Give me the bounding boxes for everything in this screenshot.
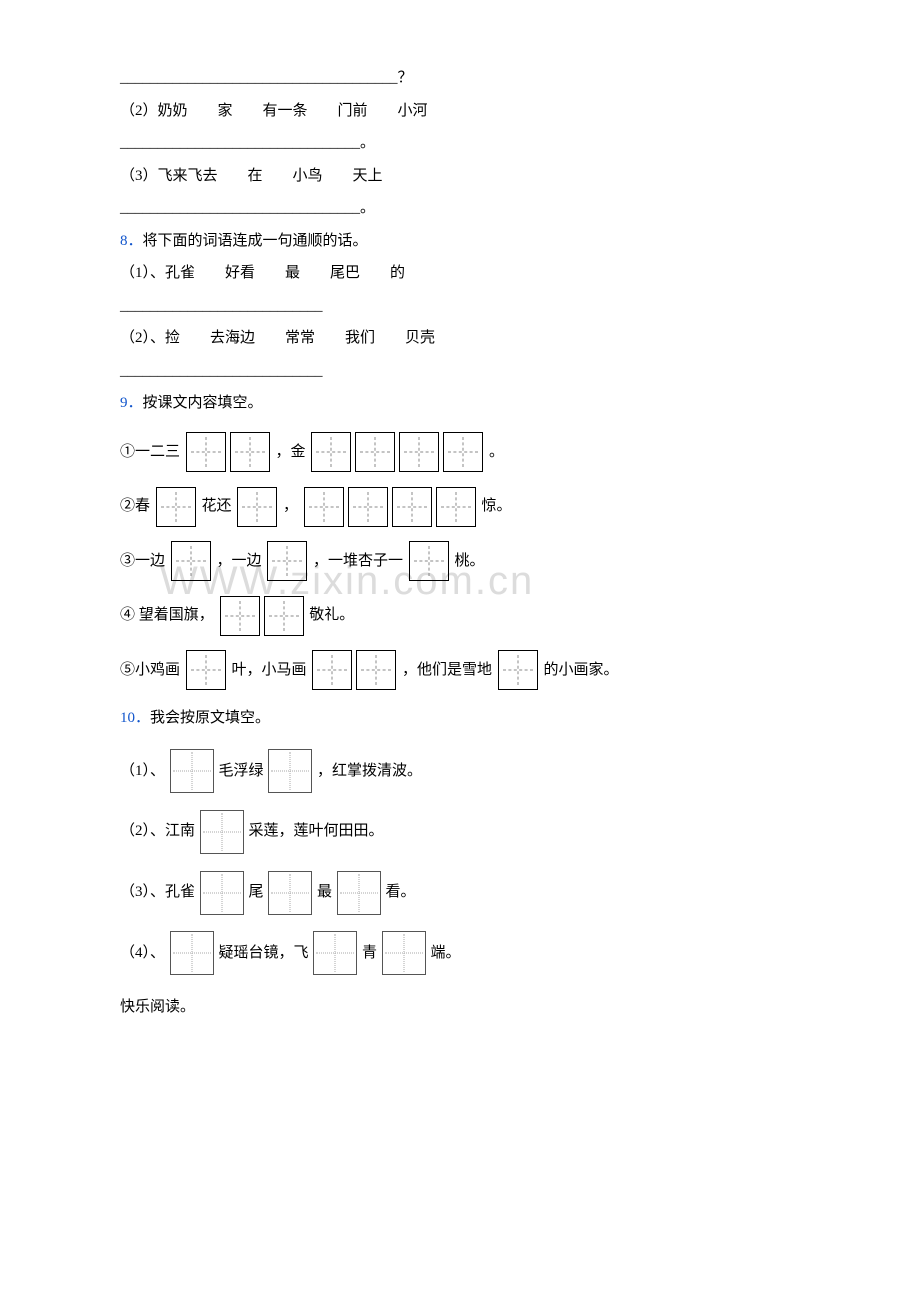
write-box[interactable] (268, 749, 312, 793)
text: （1）、 (120, 763, 165, 779)
text: ⑤小鸡画 (120, 662, 180, 678)
text: 青 (362, 945, 377, 961)
text: 花还 (202, 498, 232, 514)
text: 最 (317, 884, 332, 900)
write-box[interactable] (200, 871, 244, 915)
write-box[interactable] (156, 487, 196, 527)
footer-text: 快乐阅读。 (120, 993, 820, 1022)
write-box[interactable] (443, 432, 483, 472)
q-sub3-words: （3）飞来飞去 在 小鸟 天上 (120, 162, 820, 191)
text: 端。 (431, 945, 461, 961)
text: ②春 (120, 498, 150, 514)
q8: 8．将下面的词语连成一句通顺的话。 (120, 227, 820, 256)
text: ，红掌拨清波。 (317, 763, 422, 779)
text: 尾 (249, 884, 264, 900)
write-box[interactable] (312, 650, 352, 690)
q9-item1: ①一二三 ，金 。 (120, 432, 820, 473)
q9-stem: 按课文内容填空。 (143, 395, 263, 411)
q10-item2: （2）、江南 采莲，莲叶何田田。 (120, 809, 820, 854)
write-box[interactable] (237, 487, 277, 527)
write-box[interactable] (170, 749, 214, 793)
write-box[interactable] (392, 487, 432, 527)
text: ④ 望着国旗， (120, 607, 214, 623)
write-box[interactable] (409, 541, 449, 581)
text: 惊。 (482, 498, 512, 514)
q8-sub2: （2）、捡 去海边 常常 我们 贝壳 (120, 324, 820, 353)
text: 敬礼。 (309, 607, 354, 623)
q-sub2-words: （2）奶奶 家 有一条 门前 小河 (120, 97, 820, 126)
write-box[interactable] (304, 487, 344, 527)
text: ③一边 (120, 553, 165, 569)
q9: 9．按课文内容填空。 (120, 389, 820, 418)
write-box[interactable] (348, 487, 388, 527)
blank-line: ___________________________ (120, 292, 820, 321)
write-box[interactable] (268, 871, 312, 915)
q8-stem: 将下面的词语连成一句通顺的话。 (143, 233, 368, 249)
text: 。 (489, 444, 504, 460)
text: ， (283, 498, 298, 514)
q10-stem: 我会按原文填空。 (150, 710, 270, 726)
q10-item4: （4）、 疑瑶台镜，飞 青 端。 (120, 931, 820, 976)
q9-item5: ⑤小鸡画 叶，小马画 ，他们是雪地 的小画家。 (120, 650, 820, 691)
text: ①一二三 (120, 444, 180, 460)
write-box[interactable] (171, 541, 211, 581)
write-box[interactable] (337, 871, 381, 915)
text: 的小画家。 (544, 662, 619, 678)
q8-number: 8． (120, 233, 143, 249)
text: （3）、孔雀 (120, 884, 195, 900)
text: 疑瑶台镜，飞 (219, 945, 309, 961)
text: （4）、 (120, 945, 165, 961)
blank-line: _____________________________________？ (120, 64, 820, 93)
write-box[interactable] (356, 650, 396, 690)
q9-item4: ④ 望着国旗， 敬礼。 (120, 595, 820, 636)
text: 叶，小马画 (232, 662, 307, 678)
write-box[interactable] (264, 596, 304, 636)
write-box[interactable] (355, 432, 395, 472)
write-box[interactable] (267, 541, 307, 581)
write-box[interactable] (186, 650, 226, 690)
write-box[interactable] (399, 432, 439, 472)
q9-item3: ③一边 ，一边 ，一堆杏子一 桃。 (120, 541, 820, 582)
text: ，他们是雪地 (402, 662, 492, 678)
write-box[interactable] (498, 650, 538, 690)
q9-number: 9． (120, 395, 143, 411)
q9-item2: ②春 花还 ， 惊。 (120, 486, 820, 527)
q10-number: 10． (120, 710, 150, 726)
text: （2）、江南 (120, 823, 195, 839)
q10: 10．我会按原文填空。 (120, 704, 820, 733)
blank-line: ________________________________。 (120, 129, 820, 158)
write-box[interactable] (313, 931, 357, 975)
text: 看。 (386, 884, 416, 900)
write-box[interactable] (220, 596, 260, 636)
text: 毛浮绿 (219, 763, 264, 779)
q10-item3: （3）、孔雀 尾 最 看。 (120, 870, 820, 915)
text: ，金 (276, 444, 306, 460)
write-box[interactable] (311, 432, 351, 472)
write-box[interactable] (230, 432, 270, 472)
q10-item1: （1）、 毛浮绿 ，红掌拨清波。 (120, 749, 820, 794)
blank-line: ___________________________ (120, 357, 820, 386)
text: 桃。 (455, 553, 485, 569)
write-box[interactable] (170, 931, 214, 975)
text: 采莲，莲叶何田田。 (249, 823, 384, 839)
blank-line: ________________________________。 (120, 194, 820, 223)
write-box[interactable] (382, 931, 426, 975)
q8-sub1: （1）、孔雀 好看 最 尾巴 的 (120, 259, 820, 288)
text: ，一边 (217, 553, 262, 569)
write-box[interactable] (436, 487, 476, 527)
write-box[interactable] (200, 810, 244, 854)
write-box[interactable] (186, 432, 226, 472)
text: ，一堆杏子一 (313, 553, 403, 569)
